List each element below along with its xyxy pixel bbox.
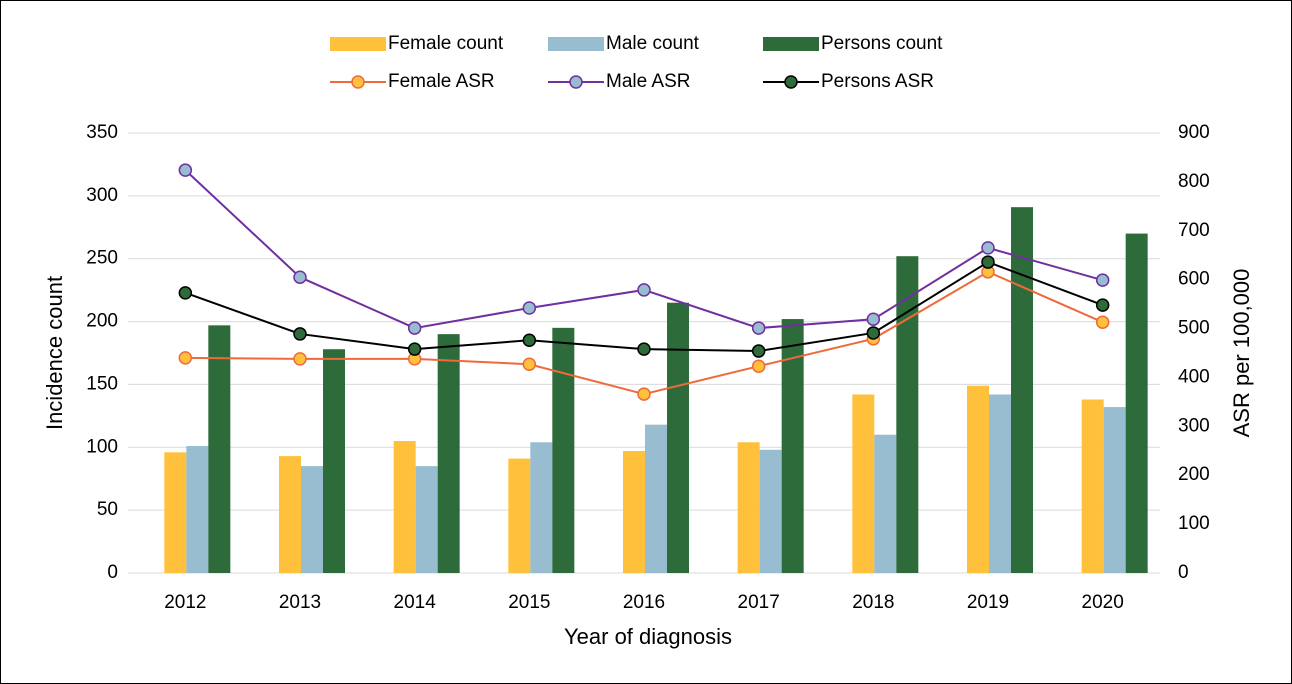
bar	[393, 441, 416, 573]
line-marker	[866, 326, 881, 340]
legend-marker	[784, 75, 798, 89]
line-marker	[293, 327, 307, 341]
y-tick-label: 300	[86, 185, 118, 206]
bar	[1103, 407, 1126, 573]
line-marker	[981, 255, 995, 269]
line-marker	[981, 241, 995, 255]
line-marker	[751, 344, 766, 358]
line-marker	[1095, 273, 1110, 287]
bar	[967, 385, 989, 573]
bar	[279, 456, 301, 573]
bar	[552, 327, 575, 573]
bar	[437, 334, 460, 573]
bar	[737, 442, 760, 573]
x-tick-label: 2013	[279, 592, 321, 613]
x-tick-label: 2014	[394, 592, 437, 613]
line-marker	[178, 286, 193, 300]
line-marker	[1095, 315, 1110, 329]
line-marker	[751, 359, 766, 373]
line-marker	[637, 387, 651, 401]
bar	[1081, 399, 1104, 573]
x-tick-label: 2015	[508, 592, 550, 613]
bar	[759, 449, 782, 573]
line-marker	[293, 270, 307, 284]
line-marker	[178, 351, 193, 365]
bar	[896, 256, 919, 573]
y-tick-label: 200	[86, 311, 118, 332]
line-marker	[751, 321, 766, 335]
x-tick-label: 2017	[738, 592, 780, 613]
line-marker	[522, 357, 537, 371]
x-tick-label: 2016	[623, 592, 665, 613]
x-tick-label: 2018	[852, 592, 894, 613]
bar	[852, 394, 875, 573]
bar	[530, 442, 553, 573]
y2-tick-label: 600	[1178, 269, 1210, 290]
bar	[323, 349, 345, 573]
x-tick-label: 2019	[967, 592, 1009, 613]
bar	[667, 302, 689, 573]
bar	[781, 319, 804, 573]
legend-label: Female count	[388, 33, 504, 54]
y-tick-label: 150	[86, 373, 118, 394]
line-marker	[1095, 298, 1110, 312]
bar	[186, 446, 209, 573]
bar	[164, 452, 187, 573]
line-marker	[637, 283, 651, 297]
line-marker	[293, 352, 307, 366]
bar	[1011, 207, 1033, 573]
legend-label: Male ASR	[606, 71, 690, 92]
bar	[415, 466, 438, 573]
legend-marker	[569, 75, 583, 89]
y2-tick-label: 100	[1178, 513, 1210, 534]
legend-label: Female ASR	[388, 71, 495, 92]
line-marker	[522, 333, 537, 348]
y2-tick-label: 800	[1178, 171, 1210, 192]
x-tick-label: 2012	[164, 592, 206, 613]
y2-tick-label: 700	[1178, 220, 1210, 241]
bar	[874, 434, 897, 573]
y2-tick-label: 400	[1178, 366, 1210, 387]
bar	[645, 424, 667, 573]
line-marker	[866, 312, 881, 327]
legend-swatch	[763, 37, 819, 51]
y-tick-label: 350	[86, 122, 118, 143]
bar	[989, 394, 1011, 573]
y-tick-label: 250	[86, 248, 118, 269]
y2-tick-label: 0	[1178, 562, 1189, 583]
line-marker	[522, 301, 537, 315]
legend-swatch	[548, 37, 604, 51]
line-marker	[407, 342, 422, 356]
bar	[301, 466, 323, 573]
x-tick-label: 2020	[1082, 592, 1124, 613]
bar	[1125, 233, 1148, 574]
y2-tick-label: 500	[1178, 318, 1210, 339]
line-marker	[178, 163, 193, 177]
legend-label: Persons ASR	[821, 71, 934, 92]
legend-swatch	[330, 37, 386, 51]
x-axis-title: Year of diagnosis	[564, 624, 732, 649]
y2-tick-label: 200	[1178, 464, 1210, 485]
y-axis-title: Incidence count	[42, 276, 67, 430]
legend-marker	[351, 75, 365, 89]
legend-label: Persons count	[821, 33, 943, 54]
y2-axis-title: ASR per 100,000	[1229, 269, 1254, 438]
legend-label: Male count	[606, 33, 700, 54]
y-tick-label: 0	[107, 562, 118, 583]
line-marker	[407, 321, 422, 335]
y-tick-label: 50	[97, 499, 118, 520]
y2-tick-label: 300	[1178, 415, 1210, 436]
bar	[623, 451, 645, 573]
y2-tick-label: 900	[1178, 122, 1210, 143]
line-marker	[637, 342, 651, 356]
y-tick-label: 100	[86, 436, 118, 457]
bar	[508, 458, 531, 573]
bar	[208, 325, 231, 573]
